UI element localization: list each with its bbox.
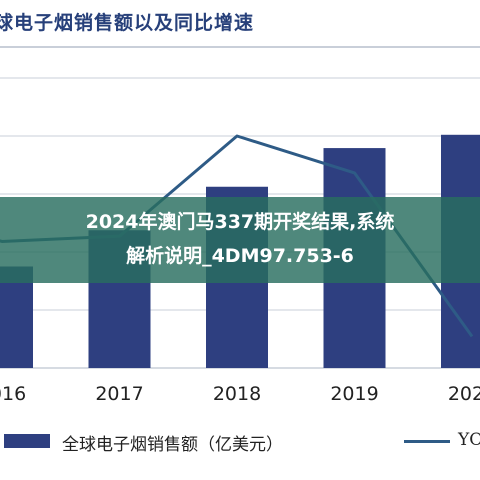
x-tick-labels: 2016 2017 2018 2019 2020 — [0, 383, 480, 405]
x-tick-label: 2019 — [330, 383, 378, 405]
watermark-line-1: 2024年澳门马337期开奖结果,系统 — [85, 211, 395, 233]
watermark-text: 2024年澳门马337期开奖结果,系统 解析说明_4DM97.753-6 — [0, 205, 480, 273]
bar-2016 — [0, 266, 33, 368]
legend-bar-label: 全球电子烟销售额（亿美元） — [62, 435, 283, 455]
legend: 全球电子烟销售额（亿美元） YO — [0, 422, 480, 462]
title-divider — [0, 46, 480, 48]
legend-line-swatch — [404, 440, 450, 443]
watermark-line-2: 解析说明_4DM97.753-6 — [126, 245, 354, 267]
legend-bar-swatch — [4, 434, 50, 448]
x-tick-label: 2017 — [95, 383, 143, 405]
x-tick-label: 2016 — [0, 383, 26, 405]
watermark-banner — [0, 197, 480, 283]
legend-line-label: YO — [458, 430, 480, 450]
chart-title: 球电子烟销售额以及同比增速 — [0, 12, 255, 34]
x-tick-label: 2020 — [448, 383, 480, 405]
x-tick-label: 2018 — [213, 383, 261, 405]
